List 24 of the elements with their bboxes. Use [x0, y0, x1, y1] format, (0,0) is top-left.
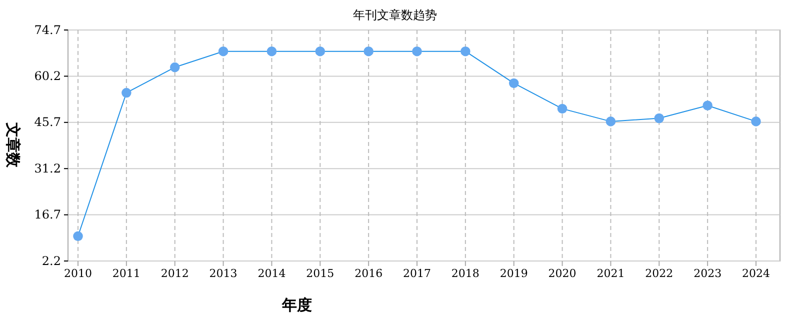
x-tick-label: 2010 [64, 266, 92, 280]
x-tick-label: 2012 [160, 266, 189, 280]
y-tick-label: 74.7 [34, 22, 61, 37]
y-tick-label: 2.2 [42, 254, 61, 268]
x-tick-label: 2013 [209, 266, 238, 280]
y-tick-label: 60.2 [34, 69, 61, 84]
chart-title: 年刊文章数趋势 [353, 8, 437, 22]
y-tick-label: 16.7 [34, 208, 61, 222]
x-tick-label: 2021 [596, 266, 625, 280]
x-tick-label: 2011 [112, 266, 140, 280]
x-tick-label: 2017 [403, 266, 431, 280]
x-tick-label: 2020 [548, 266, 576, 280]
x-axis-title: 年度 [281, 296, 312, 314]
x-tick-label: 2024 [742, 266, 770, 280]
x-tick-label: 2023 [694, 266, 722, 280]
x-tick-label: 2019 [500, 266, 528, 280]
x-tick-label: 2016 [354, 266, 383, 280]
y-tick-label: 45.7 [34, 115, 61, 130]
x-tick-label: 2014 [258, 266, 286, 280]
x-tick-label: 2022 [645, 266, 674, 280]
y-tick-label: 31.2 [34, 161, 61, 176]
y-axis-title: 文章数 [4, 122, 22, 168]
x-tick-label: 2015 [306, 266, 334, 280]
x-tick-label: 2018 [451, 266, 480, 280]
